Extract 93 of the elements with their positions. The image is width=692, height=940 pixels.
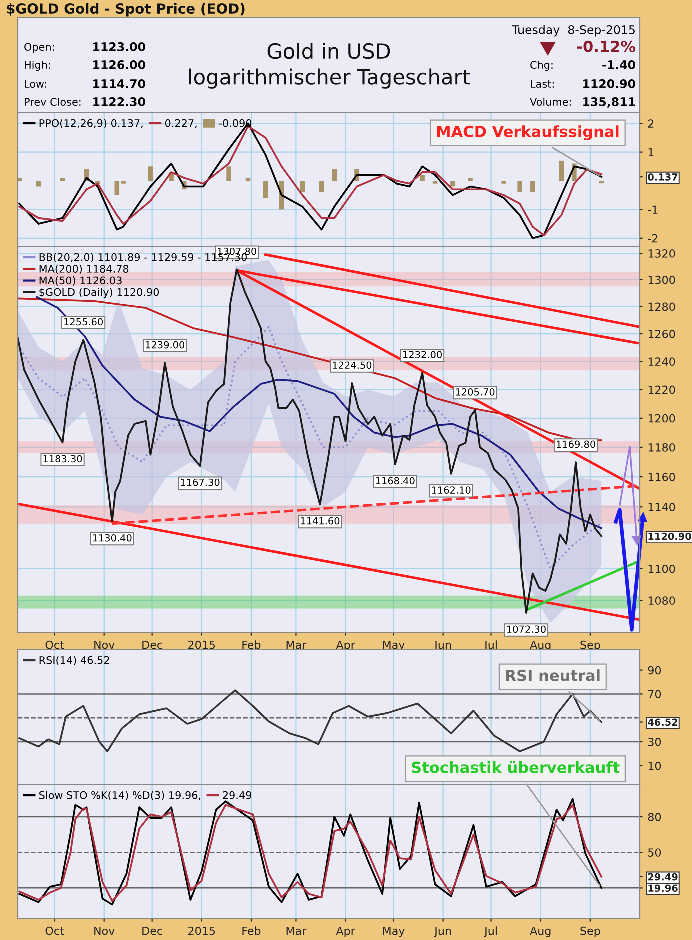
x-tick-label: Sep xyxy=(580,926,600,938)
y-tick-label: 1260 xyxy=(648,330,676,338)
x-tick-label: Sep xyxy=(580,640,600,652)
y-tick-label: 1280 xyxy=(648,302,676,312)
legend-label: -0.090 xyxy=(219,119,252,128)
legend-label: $GOLD (Daily) 1120.90 xyxy=(40,288,160,298)
chart-title: Gold in USD logarithmischer Tageschart xyxy=(189,43,470,89)
y-tick-label: 90 xyxy=(648,666,662,675)
data-label: 1205.70 xyxy=(456,388,495,396)
data-label: 1224.50 xyxy=(333,362,372,370)
y-tick-label: 1100 xyxy=(648,564,676,574)
y-tick-label: 50 xyxy=(648,848,662,857)
y-tick-label: 1080 xyxy=(648,596,676,606)
legend-label: MA(200) 1184.78 xyxy=(40,264,129,274)
y-tick-label: 1240 xyxy=(648,358,676,366)
text: Volume: xyxy=(530,98,572,106)
x-tick-label: Aug xyxy=(530,926,551,938)
y-tick-label: 70 xyxy=(648,690,662,699)
data-label: 1141.60 xyxy=(301,517,340,525)
data-label: 1072.30 xyxy=(507,626,546,634)
data-label: 1239.00 xyxy=(146,341,185,349)
text: 1123.00 xyxy=(94,42,146,52)
legend-label: 29.49 xyxy=(223,791,252,800)
y-tick-label: 0.137 xyxy=(648,174,678,181)
data-label: 1255.60 xyxy=(64,318,104,326)
text: 1126.00 xyxy=(94,60,146,70)
y-tick-label: 1200 xyxy=(648,414,676,423)
y-tick-label: 10 xyxy=(648,762,662,770)
data-label: 1232.00 xyxy=(404,351,442,358)
data-label: 1167.30 xyxy=(181,478,220,486)
x-tick-label: Oct xyxy=(46,926,64,936)
text: -1.40 xyxy=(602,60,636,70)
x-tick-label: Feb xyxy=(242,926,261,936)
text: Prev Close: xyxy=(25,98,81,106)
y-tick-label: 1160 xyxy=(648,473,676,482)
x-tick-label: 2015 xyxy=(188,640,216,650)
y-tick-label: 1180 xyxy=(648,443,676,452)
x-tick-label: Dec xyxy=(142,640,162,650)
y-tick-label: 1220 xyxy=(648,386,676,394)
text: Open: xyxy=(24,43,54,54)
y-tick-label: 1300 xyxy=(648,276,676,284)
y-tick-label: 19.96 xyxy=(648,884,678,892)
x-tick-label: Dec xyxy=(142,926,162,936)
legend-label: RSI(14) 46.52 xyxy=(40,656,110,666)
data-label: 1169.80 xyxy=(557,440,596,448)
text: 1120.90 xyxy=(584,79,636,88)
x-tick-label: Nov xyxy=(94,640,115,650)
y-tick-label: 46.52 xyxy=(648,718,678,726)
data-label: 1168.40 xyxy=(376,477,415,485)
x-tick-label: Nov xyxy=(94,926,115,936)
legend-label: 0.227, xyxy=(165,119,197,128)
x-tick-label: May xyxy=(383,640,405,652)
chart-subtitle: $GOLD Gold - Spot Price (EOD) xyxy=(7,3,245,17)
text: Chg: xyxy=(530,60,553,72)
text: 1114.70 xyxy=(94,79,146,88)
text: 1122.30 xyxy=(94,97,146,106)
y-tick-label: -1 xyxy=(648,206,658,214)
y-tick-label: 29.49 xyxy=(648,873,678,881)
x-tick-label: Oct xyxy=(46,640,64,650)
y-tick-label: 1320 xyxy=(648,250,676,258)
text: Low: xyxy=(25,80,46,88)
text: -0.12% xyxy=(577,40,636,52)
x-tick-label: Jun xyxy=(434,926,452,938)
data-label: 1162.10 xyxy=(432,486,471,494)
y-tick-label: 2 xyxy=(648,120,654,128)
text: Tuesday 8-Sep-2015 xyxy=(512,25,635,37)
data-label: 1307.80 xyxy=(218,248,257,256)
annotation: RSI neutral xyxy=(506,670,600,682)
x-tick-label: Feb xyxy=(242,640,261,650)
x-tick-label: Mar xyxy=(286,926,307,936)
y-tick-label: 80 xyxy=(648,812,662,822)
legend-label: Slow STO %K(14) %D(3) 19.96, xyxy=(40,791,201,801)
y-tick-label: -2 xyxy=(648,234,658,243)
y-tick-label: 1 xyxy=(648,148,654,157)
y-tick-label: 1120.90 xyxy=(648,532,692,540)
legend-label: MA(50) 1126.03 xyxy=(40,276,122,286)
text: 135,811 xyxy=(584,97,636,108)
data-label: 1130.40 xyxy=(93,534,132,542)
x-tick-label: 2015 xyxy=(188,926,216,936)
x-tick-label: Jul xyxy=(484,926,497,938)
data-label: 1183.30 xyxy=(44,455,82,463)
x-tick-label: May xyxy=(383,926,405,938)
y-tick-label: 30 xyxy=(648,738,662,746)
x-tick-label: Apr xyxy=(336,640,356,652)
legend-label: BB(20,2.0) 1101.89 - 1129.59 - 1157.30 xyxy=(40,253,247,263)
y-tick-label: 1140 xyxy=(648,503,676,512)
text: Last: xyxy=(531,80,554,88)
annotation: MACD Verkaufssignal xyxy=(437,126,619,141)
legend-label: PPO(12,26,9) 0.137, xyxy=(40,119,143,129)
annotation: Stochastik überverkauft xyxy=(412,761,620,774)
x-tick-label: Mar xyxy=(286,640,307,650)
text: High: xyxy=(25,60,50,72)
x-tick-label: Apr xyxy=(336,926,356,938)
